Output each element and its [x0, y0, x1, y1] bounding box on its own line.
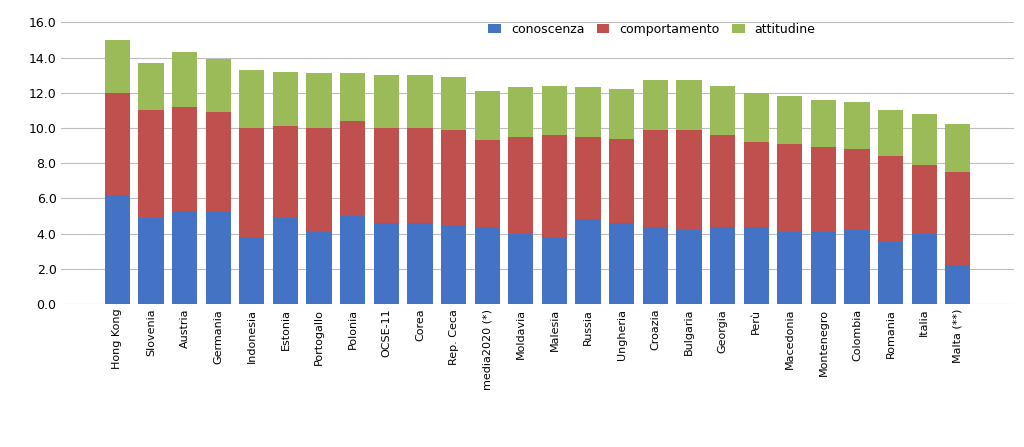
- Bar: [441, 77, 466, 130]
- Bar: [508, 88, 534, 137]
- Bar: [575, 88, 601, 137]
- Bar: [474, 91, 500, 140]
- Bar: [710, 227, 735, 304]
- Bar: [878, 156, 903, 242]
- Bar: [104, 195, 130, 304]
- Bar: [408, 223, 432, 304]
- Bar: [609, 223, 634, 304]
- Bar: [306, 232, 332, 304]
- Bar: [408, 128, 432, 223]
- Bar: [710, 86, 735, 135]
- Bar: [374, 223, 399, 304]
- Bar: [374, 75, 399, 128]
- Bar: [206, 112, 230, 212]
- Bar: [306, 128, 332, 232]
- Bar: [777, 144, 803, 232]
- Bar: [542, 237, 567, 304]
- Bar: [340, 73, 366, 121]
- Bar: [777, 232, 803, 304]
- Bar: [340, 216, 366, 304]
- Bar: [676, 130, 701, 230]
- Bar: [272, 72, 298, 126]
- Bar: [172, 211, 198, 304]
- Bar: [172, 107, 198, 211]
- Bar: [240, 70, 264, 128]
- Bar: [811, 232, 836, 304]
- Bar: [845, 149, 869, 230]
- Bar: [240, 237, 264, 304]
- Bar: [104, 93, 130, 195]
- Bar: [743, 93, 769, 142]
- Bar: [441, 225, 466, 304]
- Bar: [272, 126, 298, 218]
- Bar: [306, 73, 332, 128]
- Bar: [172, 52, 198, 107]
- Bar: [845, 230, 869, 304]
- Bar: [945, 265, 971, 304]
- Bar: [945, 172, 971, 265]
- Bar: [138, 110, 164, 218]
- Bar: [508, 233, 534, 304]
- Bar: [945, 124, 971, 172]
- Bar: [474, 227, 500, 304]
- Bar: [743, 142, 769, 227]
- Bar: [138, 218, 164, 304]
- Bar: [710, 135, 735, 227]
- Bar: [542, 86, 567, 135]
- Bar: [609, 89, 634, 139]
- Bar: [508, 137, 534, 233]
- Bar: [240, 128, 264, 237]
- Bar: [206, 212, 230, 304]
- Bar: [676, 230, 701, 304]
- Bar: [340, 121, 366, 216]
- Bar: [676, 80, 701, 130]
- Bar: [911, 233, 937, 304]
- Bar: [845, 101, 869, 149]
- Bar: [272, 218, 298, 304]
- Bar: [911, 114, 937, 165]
- Bar: [643, 80, 668, 130]
- Bar: [474, 140, 500, 227]
- Bar: [743, 227, 769, 304]
- Bar: [811, 148, 836, 232]
- Bar: [609, 139, 634, 223]
- Bar: [542, 135, 567, 237]
- Bar: [575, 219, 601, 304]
- Bar: [206, 59, 230, 112]
- Bar: [878, 242, 903, 304]
- Bar: [408, 75, 432, 128]
- Bar: [643, 130, 668, 227]
- Bar: [643, 227, 668, 304]
- Bar: [441, 130, 466, 225]
- Bar: [138, 63, 164, 110]
- Bar: [811, 100, 836, 148]
- Legend: conoscenza, comportamento, attitudine: conoscenza, comportamento, attitudine: [488, 23, 815, 36]
- Bar: [878, 110, 903, 156]
- Bar: [374, 128, 399, 223]
- Bar: [777, 96, 803, 144]
- Bar: [911, 165, 937, 233]
- Bar: [575, 137, 601, 219]
- Bar: [104, 40, 130, 93]
